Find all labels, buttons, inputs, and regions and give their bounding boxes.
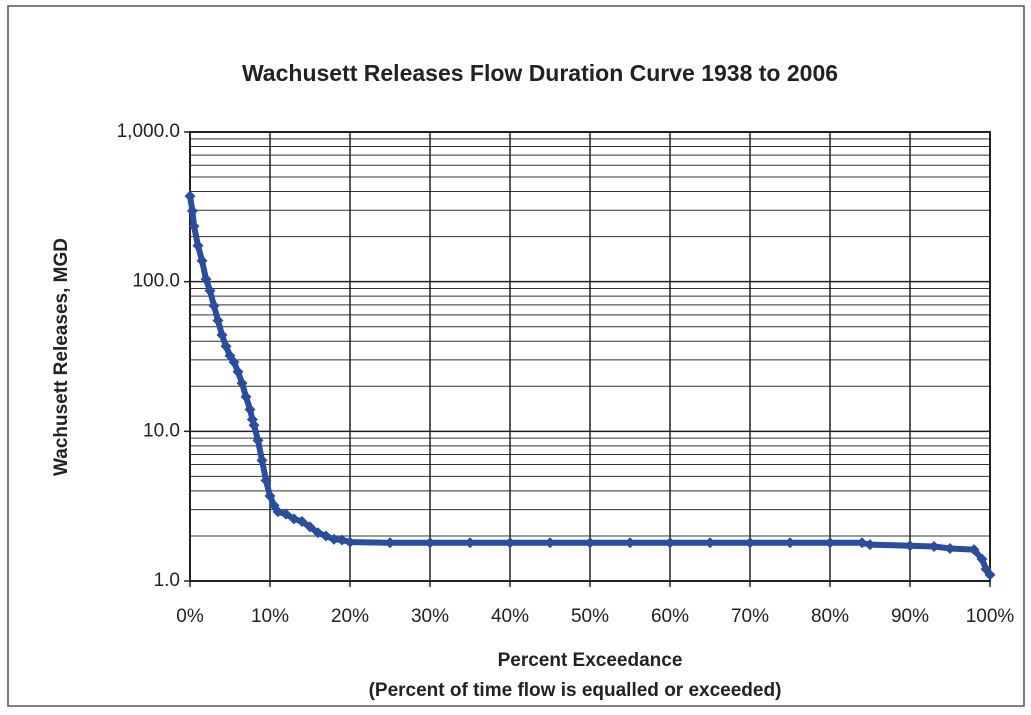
point	[186, 205, 198, 217]
point	[744, 537, 756, 549]
chart-title: Wachusett Releases Flow Duration Curve 1…	[242, 60, 838, 86]
y-axis-label: Wachusett Releases, MGD	[51, 238, 72, 476]
point	[220, 340, 232, 352]
x-tick-label: 20%	[331, 606, 369, 627]
point	[216, 329, 228, 341]
x-tick-label: 100%	[966, 606, 1015, 627]
point	[624, 537, 636, 549]
point	[260, 474, 272, 486]
point	[928, 541, 940, 553]
point	[424, 537, 436, 549]
point	[200, 273, 212, 285]
y-tick-label: 1.0	[154, 570, 180, 591]
point	[252, 434, 264, 446]
point	[304, 521, 316, 533]
point	[244, 403, 256, 415]
point	[856, 537, 868, 549]
point	[192, 240, 204, 252]
x-tick-label: 50%	[571, 606, 609, 627]
point	[584, 537, 596, 549]
point	[968, 544, 980, 556]
x-tick-label: 70%	[731, 606, 769, 627]
point	[236, 377, 248, 389]
point	[336, 534, 348, 546]
point	[704, 537, 716, 549]
point	[264, 490, 276, 502]
x-tick-label: 60%	[651, 606, 689, 627]
point	[944, 542, 956, 554]
point	[296, 515, 308, 527]
frame	[7, 5, 1025, 707]
y-tick-label: 1,000.0	[117, 121, 180, 142]
point	[504, 537, 516, 549]
point	[544, 537, 556, 549]
point	[784, 537, 796, 549]
point	[240, 391, 252, 403]
point	[232, 366, 244, 378]
point	[664, 537, 676, 549]
point	[184, 190, 196, 202]
point	[188, 220, 200, 232]
point	[320, 530, 332, 542]
y-tick-label: 100.0	[132, 271, 180, 292]
point	[196, 255, 208, 267]
point	[464, 537, 476, 549]
point	[248, 419, 260, 431]
point	[272, 506, 284, 518]
point	[904, 540, 916, 552]
point	[384, 537, 396, 549]
y-tick-label: 10.0	[143, 420, 180, 441]
point	[228, 356, 240, 368]
point	[864, 539, 876, 551]
point	[984, 569, 996, 581]
point	[328, 533, 340, 545]
x-axis-sublabel: (Percent of time flow is equalled or exc…	[369, 680, 782, 701]
x-tick-label: 10%	[251, 606, 289, 627]
point	[208, 300, 220, 312]
x-tick-label: 90%	[891, 606, 929, 627]
point	[824, 537, 836, 549]
x-tick-label: 40%	[491, 606, 529, 627]
point	[204, 285, 216, 297]
point	[344, 536, 356, 548]
point	[256, 454, 268, 466]
x-tick-label: 80%	[811, 606, 849, 627]
x-tick-label: 30%	[411, 606, 449, 627]
point	[976, 553, 988, 565]
point	[312, 527, 324, 539]
plot-border	[189, 131, 991, 582]
x-axis-label: Percent Exceedance	[498, 650, 683, 671]
point	[280, 508, 292, 520]
point	[212, 315, 224, 327]
x-tick-label: 0%	[176, 606, 204, 627]
